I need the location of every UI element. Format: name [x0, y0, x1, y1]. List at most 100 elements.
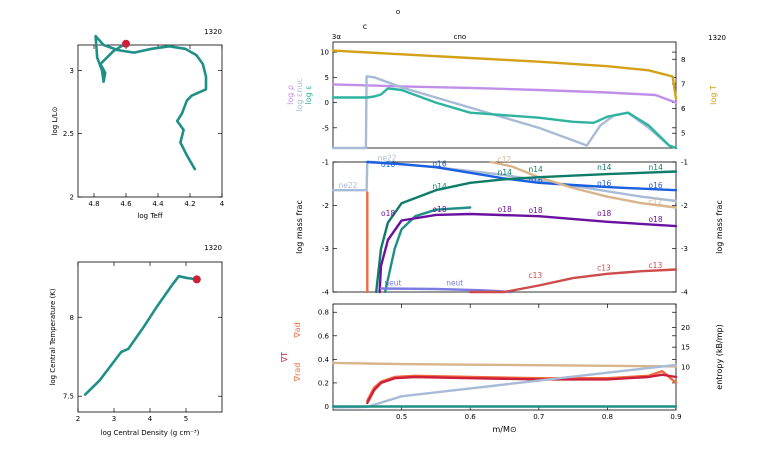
- hr-diagram-panel: 4.8 4.6 4.4 4.2 4 2 2.5 3 log Teff log L/L⊙: [51, 34, 225, 220]
- abund-species-label: o16: [432, 159, 446, 168]
- abund-species-label: ne22: [378, 154, 397, 163]
- top-left-axis-label: log ε: [304, 85, 313, 104]
- top-ytick-label: 0: [325, 99, 329, 107]
- grad-ytick-label: 0.8: [318, 309, 329, 317]
- grad-frame: [332, 303, 677, 411]
- abund-ytick-label: -2: [322, 202, 329, 210]
- grad-xtick-label: 0.7: [533, 413, 544, 421]
- grad-series-line: [366, 369, 678, 402]
- top-left-axis-label: log ρ: [286, 85, 295, 105]
- hr-ylabel: log L/L⊙: [51, 107, 59, 136]
- abund-right-ytick-label: -3: [681, 245, 688, 253]
- grad-left-axis-label: ∇T: [280, 352, 289, 363]
- abund-series-line: [489, 160, 678, 209]
- abund-species-label: c13: [649, 261, 663, 270]
- abund-series-line: [375, 170, 678, 294]
- abund-ylabel: log mass frac: [295, 200, 304, 254]
- gradient-profile-panel: 0.5 0.6 0.7 0.8 0.9 0 0.2 0.4 0.6 0.8 10 15 20 m/M⊙ ∇a…: [280, 303, 724, 434]
- abund-series-line: [383, 206, 472, 294]
- abund-series-line: [366, 160, 678, 192]
- abund-species-label: n14: [529, 165, 544, 174]
- abund-species-label: o18: [597, 209, 611, 218]
- hr-ytick-label: 2.5: [63, 130, 74, 138]
- abund-species-label: c13: [529, 271, 543, 280]
- top-marker-small: o: [396, 8, 400, 16]
- abund-species-label: c12: [498, 155, 512, 164]
- top-right-ytick-label: 5: [681, 130, 685, 138]
- top-series-line: [331, 49, 678, 100]
- abund-species-label: c13: [597, 263, 611, 272]
- grad-xlabel: m/M⊙: [492, 425, 516, 434]
- grad-ytick-label: 0.4: [318, 356, 330, 364]
- abund-series-line: [469, 268, 678, 294]
- abund-species-label: o18: [529, 206, 543, 215]
- grad-right-axis-label: entropy (kB/mp): [715, 324, 724, 389]
- abund-species-label: o16: [529, 176, 543, 185]
- grad-right-ytick-label: 20: [681, 324, 690, 332]
- abund-ytick-label: -1: [322, 159, 329, 167]
- tc-frame: [77, 261, 223, 413]
- abund-species-label: n14: [649, 163, 664, 172]
- abund-right-ytick-label: -4: [681, 289, 689, 297]
- abund-right-ytick-label: -2: [681, 202, 688, 210]
- top-right-ytick-label: 7: [681, 80, 685, 88]
- hr-ytick-label: 3: [70, 67, 74, 75]
- hr-xtick-label: 4: [220, 200, 225, 208]
- tc-xlabel: log Central Density (g cm⁻³): [101, 429, 200, 437]
- structure-profile-panel: -5 0 5 10 5 6 7 8 3α cno log ρ log εnuc log ε log T: [286, 33, 718, 150]
- tc-current-model-marker: [192, 275, 201, 284]
- hr-ytick-label: 2: [70, 194, 74, 202]
- grad-series-line: [366, 373, 678, 405]
- tc-xtick-label: 2: [76, 415, 80, 423]
- top-right-ytick-label: 6: [681, 105, 686, 113]
- grad-ytick-label: 0.2: [318, 379, 329, 387]
- top-frame: [332, 41, 677, 149]
- top-series-line: [331, 83, 678, 104]
- abund-species-label: o18: [381, 209, 395, 218]
- abund-species-label: neut: [384, 279, 401, 288]
- abund-right-ytick-label: -1: [681, 159, 688, 167]
- grad-xtick-label: 0.6: [465, 413, 477, 421]
- grad-series-line: [331, 361, 678, 368]
- tc-ytick-label: 7.5: [63, 393, 74, 401]
- tc-xtick-label: 4: [148, 415, 153, 423]
- top-burning-label: cno: [454, 33, 467, 41]
- central-temp-density-panel: 2 3 4 5 7.5 8 log Central Density (g cm⁻³) log …: [49, 261, 223, 437]
- abund-species-label: o16: [381, 160, 395, 169]
- abund-species-label: o16: [597, 179, 611, 188]
- top-marker-c: c: [363, 22, 367, 31]
- top-series-line: [331, 87, 678, 150]
- grad-right-ytick-label: 10: [681, 363, 690, 371]
- top-ytick-label: 10: [320, 49, 329, 57]
- top-ytick-label: 5: [325, 74, 329, 82]
- grad-left-axis-label: ∇ad: [293, 322, 302, 338]
- grad-left-axis-label: ∇rad: [293, 363, 302, 383]
- tc-model-number: 1320: [204, 244, 222, 252]
- top-right-ytick-label: 8: [681, 56, 685, 64]
- grad-xtick-label: 0.9: [670, 413, 681, 421]
- top-left-axis-label: log εnuc: [295, 78, 304, 112]
- abund-species-label: neut: [446, 279, 463, 288]
- main-model-number: 1320: [708, 34, 726, 42]
- top-ytick-label: -5: [322, 124, 329, 132]
- abund-species-label: o16: [649, 181, 663, 190]
- grad-xtick-label: 0.8: [602, 413, 613, 421]
- abund-species-label: n14: [498, 168, 513, 177]
- abund-species-label: n14: [597, 163, 612, 172]
- abund-species-label: n14: [432, 182, 447, 191]
- abund-species-label: c12: [649, 197, 663, 206]
- abund-species-label: o18: [649, 215, 663, 224]
- tc-ylabel: log Central Temperature (K): [49, 288, 57, 385]
- top-burning-label: 3α: [332, 33, 341, 41]
- abund-species-label: o18: [432, 205, 446, 214]
- hr-xtick-label: 4.8: [88, 200, 99, 208]
- grad-series-line: [331, 363, 678, 409]
- hr-frame: [77, 44, 223, 198]
- hr-xtick-label: 4.6: [120, 200, 132, 208]
- tc-xtick-label: 3: [112, 415, 116, 423]
- abund-ytick-label: -3: [322, 245, 329, 253]
- grad-xtick-label: 0.5: [396, 413, 407, 421]
- grad-right-ytick-label: 15: [681, 344, 690, 352]
